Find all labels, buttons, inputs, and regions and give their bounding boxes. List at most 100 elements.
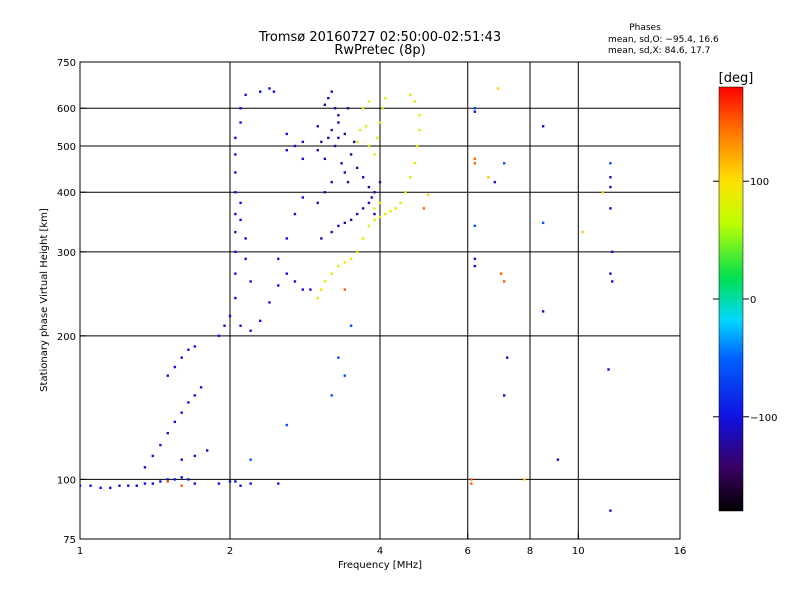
- y-tick-label: 600: [57, 104, 76, 115]
- chart-subtitle: RwPretec (8p): [334, 43, 425, 58]
- data-point: [333, 107, 337, 110]
- data-point: [135, 484, 138, 487]
- data-point: [234, 230, 237, 234]
- data-point: [343, 171, 347, 174]
- data-point: [239, 201, 242, 205]
- data-point: [228, 480, 232, 483]
- data-point: [609, 509, 612, 512]
- data-point: [343, 132, 347, 136]
- data-point: [373, 212, 376, 216]
- y-tick-label: 300: [57, 248, 76, 259]
- data-point: [151, 482, 155, 485]
- data-point: [337, 114, 340, 117]
- data-point: [272, 90, 276, 93]
- data-point: [159, 480, 162, 483]
- data-point: [187, 478, 190, 481]
- data-point: [316, 148, 319, 152]
- data-point: [249, 280, 252, 283]
- data-point: [301, 288, 305, 291]
- colorbar-tick-label: 0: [750, 295, 756, 306]
- data-point: [499, 272, 503, 275]
- data-point: [367, 144, 371, 148]
- data-point: [409, 93, 412, 97]
- data-point: [159, 443, 162, 447]
- data-point: [293, 212, 297, 216]
- data-point: [239, 121, 242, 124]
- x-tick-label: 1: [77, 546, 83, 557]
- data-point: [166, 374, 169, 377]
- data-point: [268, 301, 271, 304]
- y-axis-label: Stationary phase Virtual Height [km]: [39, 208, 50, 392]
- data-point: [473, 157, 477, 161]
- data-point: [611, 280, 614, 283]
- data-point: [316, 125, 319, 128]
- data-point: [293, 280, 297, 283]
- grid-lines: [80, 62, 680, 539]
- data-point: [367, 100, 371, 103]
- data-point: [355, 166, 359, 170]
- data-point: [239, 107, 242, 110]
- data-point: [373, 218, 376, 222]
- data-point: [180, 484, 183, 487]
- data-point: [611, 250, 614, 254]
- data-point: [330, 272, 333, 275]
- data-point: [316, 201, 319, 205]
- data-point: [337, 224, 340, 228]
- data-point: [285, 148, 288, 152]
- data-point: [361, 207, 365, 210]
- y-tick-label: 200: [57, 332, 76, 343]
- data-point: [609, 207, 612, 210]
- data-point: [409, 176, 412, 179]
- data-point: [373, 207, 376, 210]
- data-point: [422, 207, 426, 210]
- data-point: [180, 411, 183, 414]
- data-point: [601, 191, 605, 194]
- data-point: [285, 423, 288, 427]
- data-point: [323, 103, 327, 107]
- data-point: [609, 185, 612, 189]
- data-point: [370, 196, 373, 199]
- data-point: [355, 212, 359, 216]
- data-point: [361, 176, 365, 179]
- data-point: [249, 458, 252, 461]
- data-point: [244, 257, 247, 261]
- stats-line-o: mean, sd,O: −95.4, 16.6: [608, 35, 719, 45]
- data-point: [609, 272, 612, 275]
- data-point: [89, 484, 92, 487]
- data-point: [361, 237, 365, 240]
- data-point: [327, 96, 330, 100]
- data-point: [378, 121, 382, 124]
- x-tick-label: 4: [377, 546, 383, 557]
- data-point: [234, 272, 237, 275]
- data-point: [609, 176, 612, 179]
- data-point: [367, 201, 371, 205]
- chart-title: Tromsø 20160727 02:50:00-02:51:43: [258, 30, 501, 45]
- data-point: [234, 191, 237, 194]
- data-point: [193, 454, 197, 458]
- data-point: [234, 480, 237, 483]
- data-point: [337, 356, 340, 359]
- data-point: [187, 401, 190, 404]
- data-point: [413, 100, 417, 103]
- colorbar-label: [deg]: [719, 71, 754, 86]
- data-point: [373, 191, 376, 194]
- data-point: [541, 310, 545, 313]
- y-tick-label: 750: [57, 58, 76, 69]
- data-point: [333, 144, 337, 148]
- axis-ticks: 1 2 4 6 8 10 16 75 100 200 300 400 500 600 750: [57, 58, 686, 557]
- data-point: [127, 484, 130, 487]
- data-point: [340, 162, 343, 165]
- data-point: [249, 329, 252, 332]
- data-point: [180, 458, 183, 461]
- data-point: [316, 296, 319, 300]
- data-point: [234, 153, 237, 156]
- data-point: [609, 162, 612, 165]
- data-point: [581, 230, 584, 234]
- data-point: [493, 180, 497, 184]
- data-point: [502, 162, 506, 165]
- x-tick-label: 6: [465, 546, 471, 557]
- data-point: [277, 257, 280, 261]
- data-point: [473, 257, 477, 261]
- data-point: [301, 196, 305, 199]
- data-point: [217, 482, 221, 485]
